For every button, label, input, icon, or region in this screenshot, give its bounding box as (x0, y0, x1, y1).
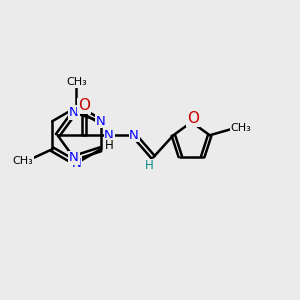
Text: O: O (187, 111, 199, 126)
Text: N: N (96, 115, 106, 128)
Text: O: O (78, 98, 90, 113)
Text: H: H (105, 139, 113, 152)
Text: CH₃: CH₃ (12, 156, 33, 166)
Text: N: N (69, 106, 79, 119)
Text: N: N (69, 152, 79, 164)
Text: CH₃: CH₃ (66, 77, 87, 87)
Text: H: H (145, 159, 153, 172)
Text: N: N (129, 129, 139, 142)
Text: N: N (71, 157, 81, 170)
Text: N: N (104, 129, 114, 142)
Text: CH₃: CH₃ (230, 123, 251, 133)
